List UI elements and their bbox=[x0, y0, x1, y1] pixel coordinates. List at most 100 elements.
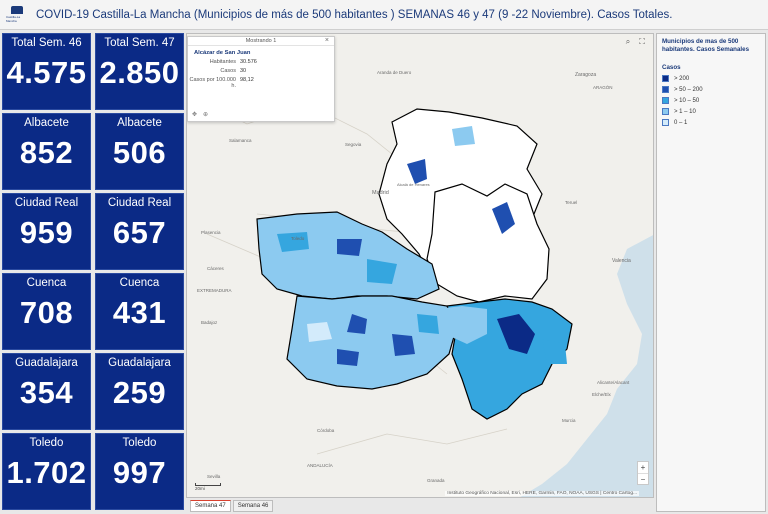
popup-row: Casos 30 bbox=[188, 68, 334, 74]
indicator-tiles: Total Sem. 46 4.575 Total Sem. 47 2.850 Al… bbox=[2, 33, 184, 512]
app-header: Castilla-La Mancha COVID-19 Castilla-La … bbox=[0, 0, 768, 30]
popup-row: Casos por 100.000 h. 98,12 bbox=[188, 77, 334, 89]
page-title: COVID-19 Castilla-La Mancha (Municipios … bbox=[36, 8, 673, 21]
legend-label: 0 – 1 bbox=[674, 119, 688, 126]
legend-title: Municipios de mas de 500 habitantes. Cas… bbox=[662, 38, 750, 53]
popup-key: Casos bbox=[220, 68, 236, 74]
tile-total-sem-47[interactable]: Total Sem. 47 2.850 bbox=[95, 33, 184, 110]
close-icon[interactable]: × bbox=[324, 37, 329, 44]
map-label: ANDALUCÍA bbox=[307, 462, 333, 468]
tile-toledo-47[interactable]: Toledo 997 bbox=[95, 433, 184, 510]
tile-albacete-47[interactable]: Albacete 506 bbox=[95, 113, 184, 190]
fullscreen-icon[interactable]: ⛶ bbox=[639, 37, 645, 46]
legend-item: > 1 – 10 bbox=[662, 108, 760, 115]
legend-label: > 1 – 10 bbox=[674, 108, 696, 115]
tile-ciudad-real-47[interactable]: Ciudad Real 657 bbox=[95, 193, 184, 270]
map-label: Alicante/Alacant bbox=[597, 380, 630, 385]
tile-cuenca-47[interactable]: Cuenca 431 bbox=[95, 273, 184, 350]
tile-cuenca-46[interactable]: Cuenca 708 bbox=[2, 273, 91, 350]
tile-value: 354 bbox=[19, 375, 74, 410]
feature-popup[interactable]: Mostrando 1 × Alcázar de San Juan Habita… bbox=[187, 36, 335, 122]
tile-value: 431 bbox=[112, 295, 167, 330]
zoom-in-button[interactable]: + bbox=[640, 463, 646, 472]
tile-value: 259 bbox=[112, 375, 167, 410]
logo: Castilla-La Mancha bbox=[6, 5, 28, 25]
tile-value: 852 bbox=[19, 135, 74, 170]
map-label: Alcalá de Henares bbox=[397, 182, 430, 187]
legend-label: > 10 – 50 bbox=[674, 97, 700, 104]
logo-icon bbox=[11, 6, 23, 14]
tile-label: Toledo bbox=[29, 437, 64, 449]
map-label: Valencia bbox=[612, 258, 631, 264]
map-label: Salamanca bbox=[229, 138, 252, 143]
tile-guadalajara-47[interactable]: Guadalajara 259 bbox=[95, 353, 184, 430]
popup-header: Mostrando 1 × bbox=[188, 37, 334, 46]
map-toolbar: ⌕ ⛶ bbox=[623, 37, 647, 47]
legend-field: Casos bbox=[662, 64, 681, 71]
map-label: Plasencia bbox=[201, 230, 221, 235]
map-label: Toledo bbox=[291, 236, 305, 241]
tab-semana-47[interactable]: Semana 47 bbox=[190, 500, 231, 512]
tile-label: Ciudad Real bbox=[107, 197, 172, 209]
map-label: EXTREMADURA bbox=[197, 288, 232, 293]
logo-text: Castilla-La Mancha bbox=[6, 15, 21, 23]
map-label: Madrid bbox=[372, 190, 389, 196]
tile-label: Guadalajara bbox=[15, 357, 78, 369]
popup-key: Habitantes bbox=[209, 59, 236, 65]
map-label: Cáceres bbox=[207, 266, 225, 271]
map-label: Badajoz bbox=[201, 320, 218, 325]
district-fill bbox=[392, 334, 415, 356]
map-attribution: Instituto Geográfico Nacional, Esri, HER… bbox=[445, 491, 639, 496]
map-label: Sevilla bbox=[207, 474, 221, 479]
tile-toledo-46[interactable]: Toledo 1.702 bbox=[2, 433, 91, 510]
tile-albacete-46[interactable]: Albacete 852 bbox=[2, 113, 91, 190]
map-label: Granada bbox=[427, 478, 445, 483]
popup-row: Habitantes 30.576 bbox=[188, 59, 334, 65]
tile-label: Albacete bbox=[117, 117, 162, 129]
popup-footer: ✥ ⊕ bbox=[192, 111, 208, 118]
map-label: Zaragoza bbox=[575, 72, 596, 78]
tile-value: 2.850 bbox=[99, 55, 180, 90]
legend-item: > 50 – 200 bbox=[662, 86, 760, 93]
tile-label: Albacete bbox=[24, 117, 69, 129]
tile-label: Total Sem. 47 bbox=[104, 37, 175, 49]
district-fill bbox=[417, 314, 439, 334]
popup-value: 98,12 bbox=[240, 77, 254, 83]
district-fill bbox=[437, 306, 487, 344]
zoom-out-button[interactable]: − bbox=[638, 473, 648, 485]
map-label: Segovia bbox=[345, 142, 362, 147]
tile-ciudad-real-46[interactable]: Ciudad Real 959 bbox=[2, 193, 91, 270]
zoom-control: + − bbox=[637, 461, 649, 485]
search-icon[interactable]: ⌕ bbox=[625, 37, 631, 46]
tile-value: 708 bbox=[19, 295, 74, 330]
scale-label: 20mi bbox=[195, 486, 205, 491]
district-fill bbox=[497, 314, 535, 354]
legend-swatch bbox=[662, 86, 669, 93]
legend-swatch bbox=[662, 119, 669, 126]
district-fill bbox=[337, 349, 359, 366]
popup-count: Mostrando 1 bbox=[245, 38, 277, 44]
tile-value: 506 bbox=[112, 135, 167, 170]
move-icon[interactable]: ✥ bbox=[192, 112, 198, 118]
district-fill bbox=[452, 126, 475, 146]
popup-title: Alcázar de San Juan bbox=[194, 50, 251, 56]
legend-panel: Municipios de mas de 500 habitantes. Cas… bbox=[656, 33, 766, 512]
map-label: Murcia bbox=[562, 418, 576, 423]
legend-item: > 10 – 50 bbox=[662, 97, 760, 104]
tile-label: Cuenca bbox=[119, 277, 160, 289]
legend-item: > 200 bbox=[662, 75, 760, 82]
tile-value: 959 bbox=[19, 215, 74, 250]
district-fill bbox=[337, 239, 362, 256]
district-fill bbox=[277, 232, 309, 252]
map-label: Teruel bbox=[565, 200, 577, 205]
legend-swatch bbox=[662, 75, 669, 82]
region-ciudad-real[interactable] bbox=[286, 295, 458, 390]
legend-item: 0 – 1 bbox=[662, 119, 760, 126]
tile-guadalajara-46[interactable]: Guadalajara 354 bbox=[2, 353, 91, 430]
zoom-to-icon[interactable]: ⊕ bbox=[203, 112, 209, 118]
map-view[interactable]: Aranda de Duero Zaragoza ARAGÓN Salamanc… bbox=[186, 33, 654, 498]
tab-semana-46[interactable]: Semana 46 bbox=[232, 500, 274, 512]
popup-value: 30 bbox=[240, 68, 247, 74]
tile-total-sem-46[interactable]: Total Sem. 46 4.575 bbox=[2, 33, 91, 110]
tile-label: Total Sem. 46 bbox=[11, 37, 82, 49]
